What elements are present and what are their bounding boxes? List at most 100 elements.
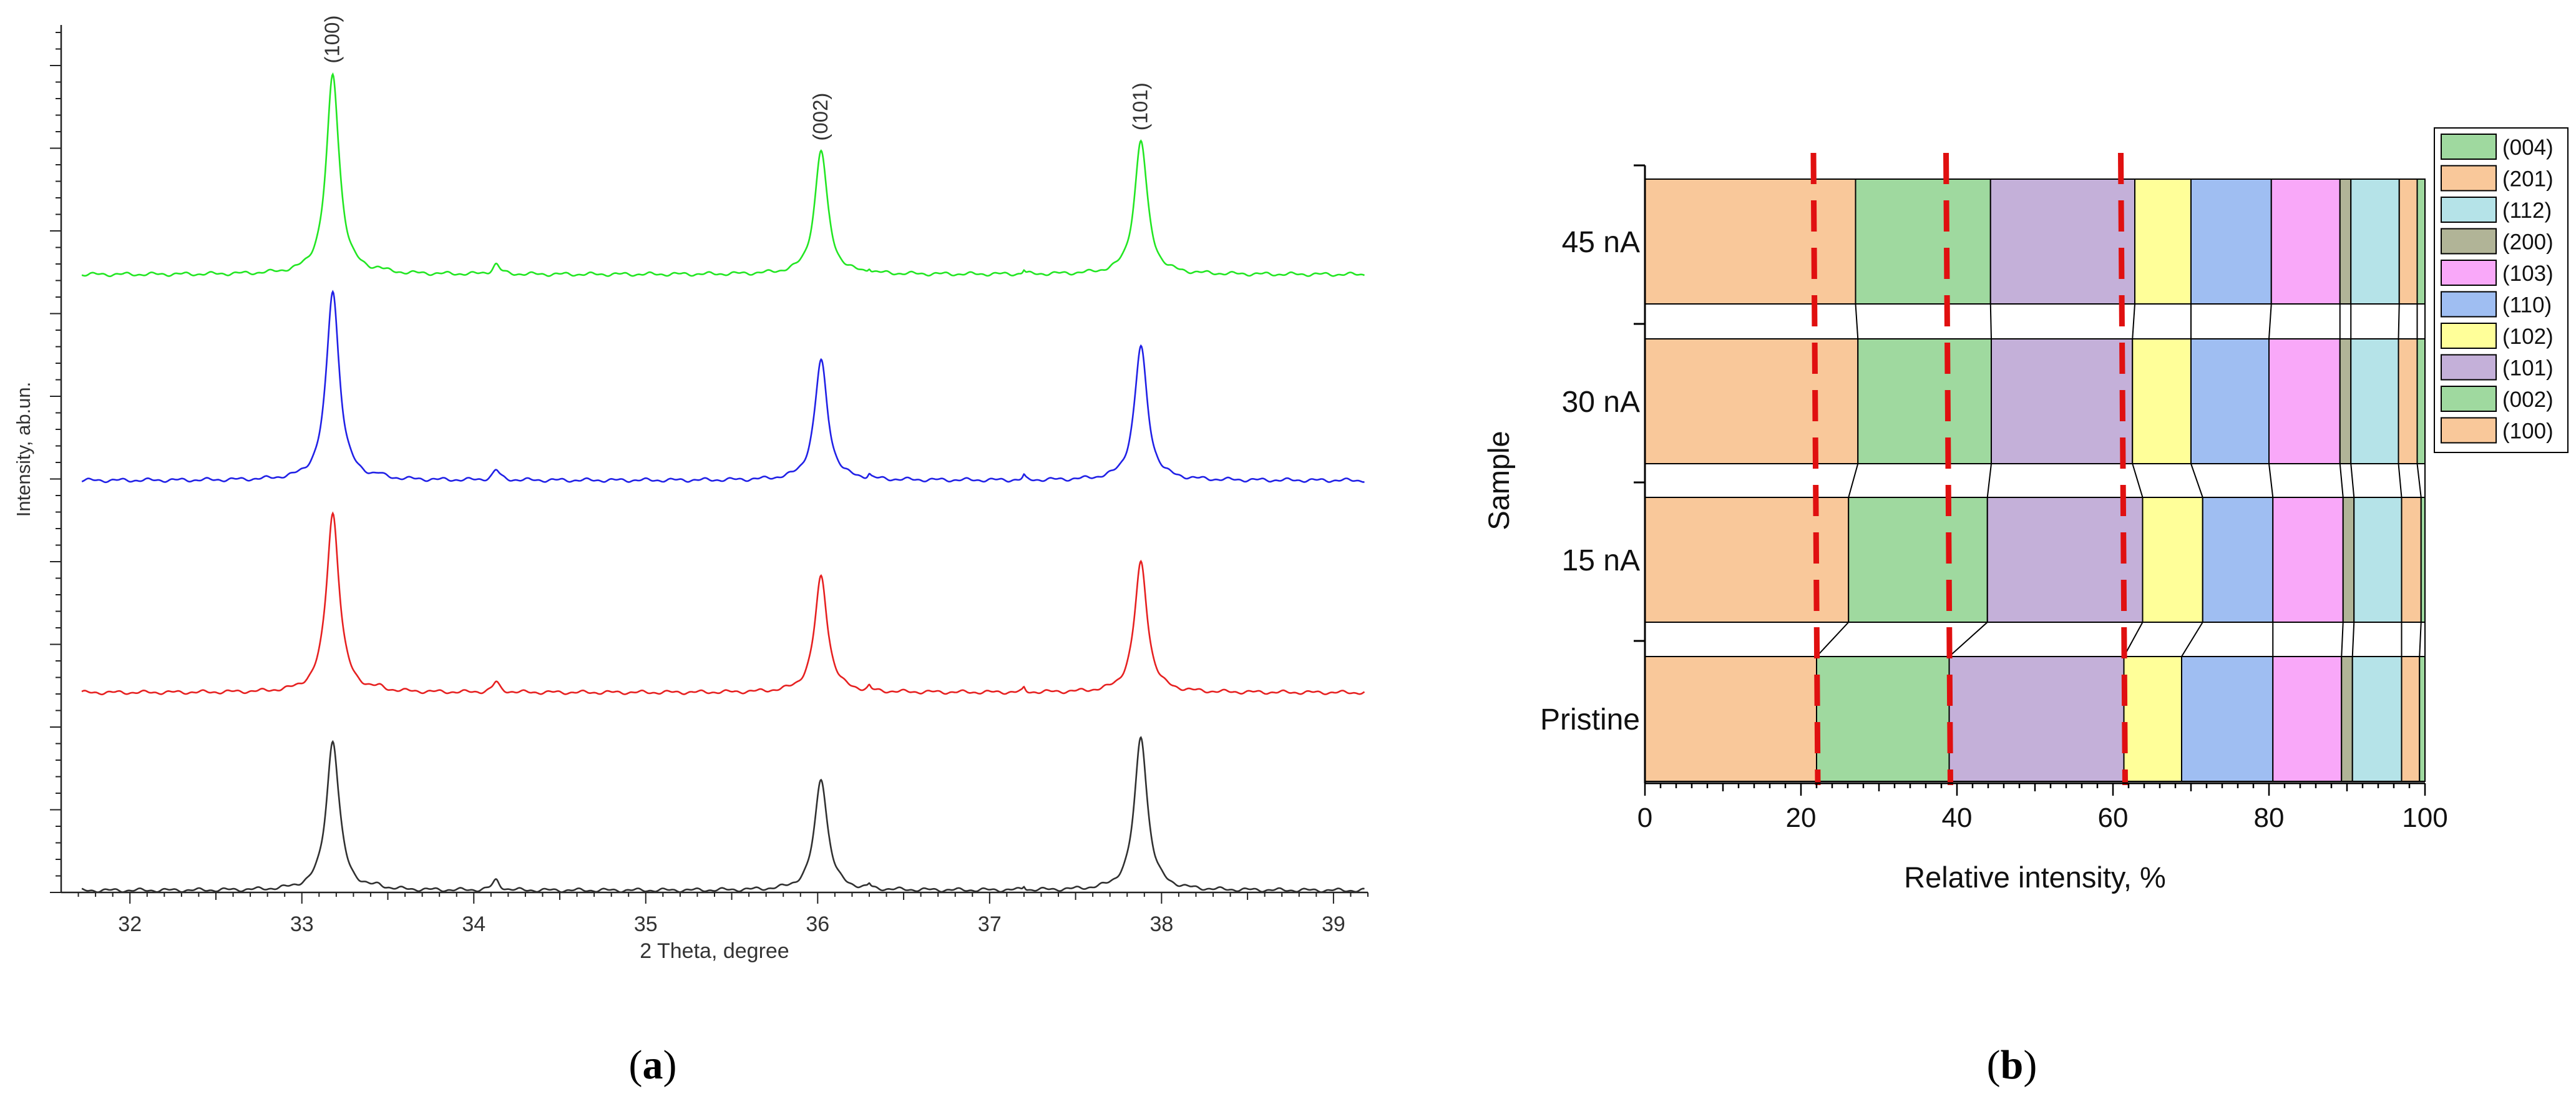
- panel-b-x-ticks: 0 20 40 60 80 100: [1637, 783, 2448, 833]
- panel-a-y-ticks: [50, 32, 61, 893]
- bar-segment-201-45-na: [2398, 178, 2418, 305]
- bar-segment-100-45-na: [1644, 178, 1856, 305]
- bar-segment-112-pristine: [2351, 656, 2403, 782]
- reference-dashed-line: [1943, 152, 1953, 786]
- legend-label: (200): [2502, 230, 2554, 255]
- legend-label: (004): [2502, 135, 2554, 160]
- bar-segment-100-pristine: [1644, 656, 1817, 782]
- panel-a-peak-labels: (100) (002) (101): [320, 16, 1151, 141]
- bar-segment-101-45-na: [1989, 178, 2135, 305]
- bar-segment-112-15-na: [2353, 497, 2403, 623]
- bar-connector: [2268, 463, 2274, 498]
- bar-segment-004-pristine: [2419, 656, 2426, 782]
- category-label: 45 nA: [1562, 226, 1640, 259]
- xrd-line-30-na: [81, 290, 1365, 484]
- bar-segment-102-45-na: [2134, 178, 2192, 305]
- category-label: Pristine: [1540, 703, 1640, 736]
- bar-connector: [2416, 463, 2422, 498]
- legend-swatch: [2441, 354, 2497, 381]
- bar-segment-002-pristine: [1816, 656, 1950, 782]
- bar-segment-004-15-na: [2420, 497, 2426, 623]
- bar-connector: [1948, 622, 1988, 657]
- panel-b-relative-intensity: 0 20 40 60 80 100 45 nA 30 nA 15 nA Pristine Rel…: [1482, 127, 2569, 894]
- bar-segment-102-30-na: [2132, 338, 2192, 464]
- bar-segment-101-30-na: [1991, 338, 2134, 464]
- legend-swatch: [2441, 386, 2497, 412]
- legend-label: (112): [2502, 198, 2552, 223]
- legend-label: (201): [2502, 167, 2554, 192]
- bar-connector: [2339, 463, 2344, 498]
- bar-segment-201-15-na: [2401, 497, 2422, 623]
- peak-label: (100): [320, 16, 343, 64]
- panel-a-x-label: 2 Theta, degree: [640, 939, 789, 963]
- bar-segment-112-30-na: [2350, 338, 2399, 464]
- bar-segment-200-pristine: [2341, 656, 2353, 782]
- bar-segment-002-30-na: [1857, 338, 1992, 464]
- panel-b-x-tick-label: 40: [1942, 803, 1973, 833]
- panel-b-category-labels: 45 nA 30 nA 15 nA Pristine: [1540, 226, 1640, 736]
- panel-a-caption: (a): [629, 1042, 677, 1088]
- legend-label: (110): [2502, 293, 2552, 318]
- bar-segment-102-15-na: [2142, 497, 2203, 623]
- bar-segment-112-45-na: [2350, 178, 2400, 305]
- bar-connector: [2341, 622, 2344, 657]
- reference-dashed-line: [1810, 152, 1821, 786]
- panel-b-bars: [1644, 178, 2426, 782]
- panel-b-connectors: [1816, 303, 2426, 657]
- panel-a-x-tick-label: 37: [978, 912, 1002, 936]
- legend-swatch: [2441, 291, 2497, 318]
- bar-segment-201-pristine: [2401, 656, 2421, 782]
- bar-connector: [2190, 463, 2203, 498]
- bar-connector: [2132, 463, 2144, 498]
- panel-a-xrd-patterns: 32 33 34 35 36 37 38 39 (100) (002) (101) 2 Theta…: [12, 16, 1368, 963]
- bar-segment-101-15-na: [1986, 497, 2144, 623]
- legend-swatch: [2441, 197, 2497, 223]
- bar-segment-004-30-na: [2416, 338, 2426, 464]
- panel-a-x-tick-label: 39: [1322, 912, 1345, 936]
- panel-a-y-label: Intensity, ab.un.: [12, 382, 34, 517]
- panel-a-x-tick-label: 33: [290, 912, 314, 936]
- panel-b-y-label: Sample: [1482, 431, 1515, 530]
- bar-segment-110-pristine: [2181, 656, 2274, 782]
- legend-label: (100): [2502, 419, 2554, 444]
- panel-a-x-tick-label: 38: [1149, 912, 1173, 936]
- bar-segment-200-45-na: [2339, 178, 2352, 305]
- legend-label: (101): [2502, 356, 2554, 381]
- bar-connector: [2351, 622, 2355, 657]
- bar-segment-100-30-na: [1644, 338, 1859, 464]
- bar-connector: [1848, 463, 1859, 498]
- panel-b-x-tick-label: 60: [2098, 803, 2129, 833]
- panel-a-caption-letter: a: [643, 1042, 663, 1088]
- bar-connector: [2398, 463, 2403, 498]
- bar-segment-101-pristine: [1948, 656, 2125, 782]
- panel-b-x-tick-label: 100: [2402, 803, 2447, 833]
- panel-b-caption: (b): [1987, 1042, 2037, 1088]
- bar-connector: [2350, 463, 2355, 498]
- xrd-line-15-na: [81, 511, 1365, 696]
- bar-connector: [1986, 463, 1992, 498]
- bar-segment-110-45-na: [2190, 178, 2272, 305]
- category-label: 15 nA: [1562, 544, 1640, 577]
- xrd-line-pristine: [81, 736, 1365, 894]
- bar-segment-110-30-na: [2190, 338, 2270, 464]
- legend-label: (002): [2502, 388, 2554, 412]
- panel-b-reference-lines: [1810, 152, 2128, 786]
- bar-segment-004-45-na: [2416, 178, 2426, 305]
- panel-b-x-tick-label: 20: [1786, 803, 1817, 833]
- bar-segment-201-30-na: [2398, 338, 2418, 464]
- bar-segment-102-pristine: [2123, 656, 2182, 782]
- panel-a-x-tick-label: 36: [806, 912, 829, 936]
- panel-a-x-tick-label: 35: [634, 912, 658, 936]
- panel-a-x-tick-label: 32: [118, 912, 142, 936]
- bar-segment-200-30-na: [2339, 338, 2352, 464]
- category-label: 30 nA: [1562, 386, 1640, 419]
- bar-connector: [2268, 303, 2272, 339]
- panel-a-x-ticks: 32 33 34 35 36 37 38 39: [77, 892, 1368, 936]
- panel-b-x-tick-label: 0: [1637, 803, 1652, 833]
- panel-b-x-tick-label: 80: [2254, 803, 2285, 833]
- bar-segment-002-15-na: [1848, 497, 1988, 623]
- panel-b-caption-letter: b: [2001, 1042, 2024, 1088]
- bar-connector: [2419, 622, 2422, 657]
- peak-label: (101): [1128, 82, 1151, 130]
- legend-label: (102): [2502, 325, 2554, 349]
